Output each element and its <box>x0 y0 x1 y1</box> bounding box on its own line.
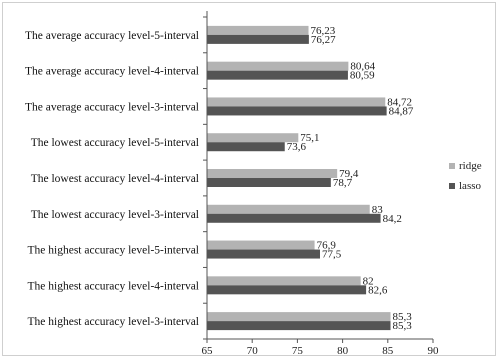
labels-layer: The average accuracy level-5-interval 76,… <box>25 25 414 332</box>
data-label-ridge: 84,72 <box>387 96 412 108</box>
data-label-lasso: 82,6 <box>368 284 388 296</box>
legend-swatch-ridge <box>449 163 455 169</box>
bar-lasso <box>207 34 309 44</box>
category-label: The highest accuracy level-4-interval <box>28 280 199 292</box>
data-label-ridge: 85,3 <box>393 311 413 323</box>
bar-ridge <box>207 25 309 35</box>
bar-ridge <box>207 169 338 178</box>
x-tick-label: 65 <box>202 345 214 357</box>
bar-lasso <box>207 70 348 80</box>
bar-lasso <box>207 321 391 331</box>
data-label-ridge: 79,4 <box>339 168 359 180</box>
data-label-lasso: 77,5 <box>322 249 342 261</box>
data-label-lasso: 73,6 <box>287 141 307 153</box>
bar-lasso <box>207 106 387 116</box>
bar-ridge <box>207 204 370 214</box>
category-label: The average accuracy level-3-interval <box>25 101 199 113</box>
data-label-ridge: 83 <box>372 204 384 216</box>
bar-ridge <box>207 133 299 143</box>
category-label: The highest accuracy level-3-interval <box>28 316 199 328</box>
x-tick-label: 90 <box>428 345 440 357</box>
x-tick-label: 80 <box>337 345 349 357</box>
category-label: The lowest accuracy level-3-interval <box>31 209 199 221</box>
legend-swatch-lasso <box>449 183 455 189</box>
bar-ridge <box>207 276 361 286</box>
legend-label-lasso: lasso <box>459 180 482 192</box>
data-label-ridge: 75,1 <box>300 132 319 144</box>
bar-lasso <box>207 285 367 295</box>
legend: ridge lasso <box>449 160 482 192</box>
bar-lasso <box>207 142 285 152</box>
axis-layer: 65 70 75 80 85 90 <box>202 11 440 357</box>
category-label: The average accuracy level-5-interval <box>25 30 199 42</box>
x-tick-label: 70 <box>247 345 259 357</box>
category-label: The highest accuracy level-5-interval <box>28 245 199 257</box>
data-label-lasso: 84,87 <box>389 105 414 117</box>
bars-layer <box>207 25 391 331</box>
category-label: The average accuracy level-4-interval <box>25 66 199 78</box>
bar-ridge <box>207 240 315 250</box>
chart-frame: 65 70 75 80 85 90 The average accuracy level-… <box>2 2 496 357</box>
x-tick-label: 85 <box>382 345 394 357</box>
data-label-ridge: 80,64 <box>350 61 375 73</box>
bar-lasso <box>207 213 381 223</box>
x-tick-label: 75 <box>292 345 304 357</box>
bar-ridge <box>207 61 349 71</box>
data-label-lasso: 76,27 <box>311 34 336 46</box>
data-label-lasso: 85,3 <box>393 320 413 332</box>
bar-chart: 65 70 75 80 85 90 The average accuracy level-… <box>25 11 482 357</box>
data-label-lasso: 78,7 <box>333 177 353 189</box>
bar-ridge <box>207 97 386 107</box>
data-label-lasso: 84,2 <box>383 213 402 225</box>
data-label-ridge: 82 <box>363 275 374 287</box>
legend-label-ridge: ridge <box>459 160 482 172</box>
bar-ridge <box>207 312 391 322</box>
bar-lasso <box>207 249 320 259</box>
data-label-ridge: 76,23 <box>311 25 336 37</box>
data-label-lasso: 80,59 <box>350 70 375 82</box>
data-label-ridge: 76,9 <box>317 240 337 252</box>
bar-lasso <box>207 178 331 187</box>
category-label: The lowest accuracy level-5-interval <box>31 137 199 149</box>
category-label: The lowest accuracy level-4-interval <box>31 173 199 185</box>
